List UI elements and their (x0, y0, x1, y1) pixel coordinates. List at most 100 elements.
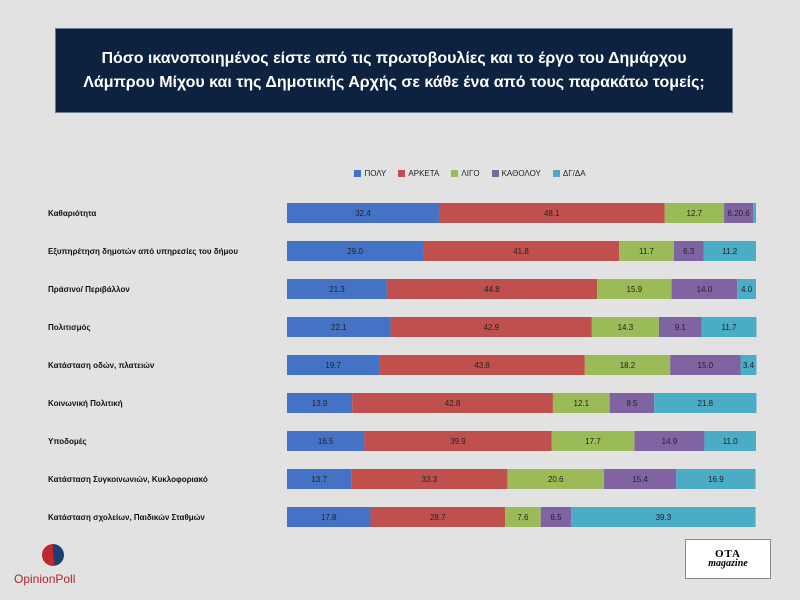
bar-value-label: 17.7 (585, 437, 601, 446)
bar-segment (704, 431, 756, 451)
bar-value-label: 33.3 (422, 475, 438, 484)
bar-segment (287, 469, 352, 489)
legend-label: ΑΡΚΕΤΑ (408, 169, 440, 178)
opinionpoll-logo-text: OpinionPoll (14, 572, 76, 586)
bar-segment (390, 317, 592, 337)
legend-label: ΠΟΛΥ (364, 169, 387, 178)
legend-item: ΛΙΓΟ (451, 169, 480, 178)
ota-magazine-logo: OTA magazine (685, 539, 771, 579)
bar-value-label: 15.0 (698, 361, 714, 370)
bar-value-label: 14.0 (697, 285, 713, 294)
bar-value-label: 12.7 (687, 209, 703, 218)
legend-label: ΚΑΘΟΛΟΥ (501, 169, 541, 178)
bar-segment (740, 355, 757, 375)
bar-segment (676, 469, 756, 489)
ota-logo-line1: OTA (714, 548, 742, 560)
bar-value-label: 14.9 (662, 437, 678, 446)
bar-segment (352, 393, 553, 413)
bar-value-label: 29.0 (347, 247, 363, 256)
bar-value-label: 42.8 (445, 399, 461, 408)
bar-segment (287, 241, 424, 261)
bar-value-label: 21.3 (329, 285, 345, 294)
bar-value-label: 9.5 (626, 399, 638, 408)
bar-segment (703, 241, 756, 261)
bar-value-label: 16.9 (708, 475, 724, 484)
bar-value-label: 16.5 (318, 437, 334, 446)
bar-segment (604, 469, 677, 489)
legend-swatch (552, 170, 560, 177)
ota-logo-line2: magazine (708, 558, 748, 569)
bar-value-label: 42.9 (483, 323, 499, 332)
bar-segment (423, 241, 620, 261)
bar-value-label: 28.7 (430, 513, 446, 522)
legend-swatch (491, 170, 499, 177)
title-box: Πόσο ικανοποιημένος είστε από τις πρωτοβ… (55, 28, 733, 113)
opinionpoll-logo: OpinionPoll (14, 540, 104, 590)
category-label: Κατάσταση Συγκοινωνιών, Κυκλοφοριακό (48, 475, 208, 484)
bar-value-label: 39.3 (656, 513, 672, 522)
category-label: Κατάσταση σχολείων, Παιδικών Σταθμών (48, 513, 205, 522)
bar-value-label: 17.8 (321, 513, 337, 522)
bar-value-label: 13.7 (311, 475, 327, 484)
bar-segment (658, 317, 702, 337)
bar-segment (370, 507, 506, 527)
stacked-bar-chart: Καθαριότητα 32.4 48.1 12.7 6.20.6 Εξυπηρέτηση… (48, 203, 757, 527)
category-label: Υποδομές (48, 437, 87, 446)
bar-value-label: 43.8 (474, 361, 490, 370)
bar-value-label: 6.3 (683, 247, 695, 256)
bar-segment (671, 279, 738, 299)
legend-item: ΑΡΚΕΤΑ (398, 169, 439, 178)
legend-label: ΔΓ/ΔΑ (562, 169, 586, 178)
legend-swatch (398, 170, 406, 177)
bar-segment (438, 203, 665, 223)
legend-item: ΚΑΘΟΛΟΥ (491, 169, 541, 178)
bar-segment (287, 393, 353, 413)
category-label: Κοινωνική Πολιτική (48, 399, 123, 408)
bar-segment (701, 317, 757, 337)
bar-value-label: 15.9 (627, 285, 643, 294)
bar-segment (287, 317, 391, 337)
bar-value-label: 15.4 (632, 475, 648, 484)
bar-segment (654, 393, 757, 413)
legend-label: ΛΙΓΟ (461, 169, 480, 178)
bar-segment (287, 279, 387, 299)
bar-value-label: 22.1 (331, 323, 347, 332)
bar-segment (287, 431, 365, 451)
legend-swatch (451, 170, 459, 177)
bar-segment (540, 507, 572, 527)
bar-value-label: 21.8 (698, 399, 714, 408)
legend-swatch (354, 170, 362, 177)
bar-value-label: 32.4 (355, 209, 371, 218)
bar-segment (753, 203, 756, 223)
bar-segment (386, 279, 598, 299)
bar-segment (364, 431, 552, 451)
bar-value-label: 48.1 (544, 209, 560, 218)
bar-value-label: 44.8 (484, 285, 500, 294)
bar-segment (609, 393, 655, 413)
bar-segment (619, 241, 674, 261)
bar-segment (571, 507, 756, 527)
bar-segment (724, 203, 754, 223)
bar-value-label: 7.6 (517, 513, 529, 522)
legend-item: ΔΓ/ΔΑ (552, 169, 586, 178)
category-label: Πολιτισμός (48, 323, 91, 332)
bar-value-label: 6.5 (550, 513, 562, 522)
bar-value-label: 13.9 (312, 399, 328, 408)
bar-value-label: 14.3 (618, 323, 634, 332)
category-label: Πράσινο/ Περιβάλλον (48, 285, 130, 294)
bar-segment (591, 317, 659, 337)
bar-value-label: 19.7 (325, 361, 341, 370)
bar-value-label: 9.1 (675, 323, 687, 332)
bar-value-label: 39.9 (450, 437, 466, 446)
legend-item: ΠΟΛΥ (354, 169, 386, 178)
category-label: Εξυπηρέτηση δημοτών από υπηρεσίες του δή… (48, 247, 238, 256)
bar-segment (597, 279, 672, 299)
bar-value-label: 18.2 (620, 361, 636, 370)
bar-segment (584, 355, 671, 375)
legend: ΠΟΛΥ ΑΡΚΕΤΑ ΛΙΓΟ ΚΑΘΟΛΟΥ ΔΓ/ΔΑ (0, 169, 800, 178)
bar-value-label: 11.2 (722, 247, 738, 256)
bar-segment (552, 393, 610, 413)
category-label: Καθαριότητα (48, 209, 96, 218)
bar-segment (551, 431, 635, 451)
bar-value-label: 11.0 (723, 437, 739, 446)
